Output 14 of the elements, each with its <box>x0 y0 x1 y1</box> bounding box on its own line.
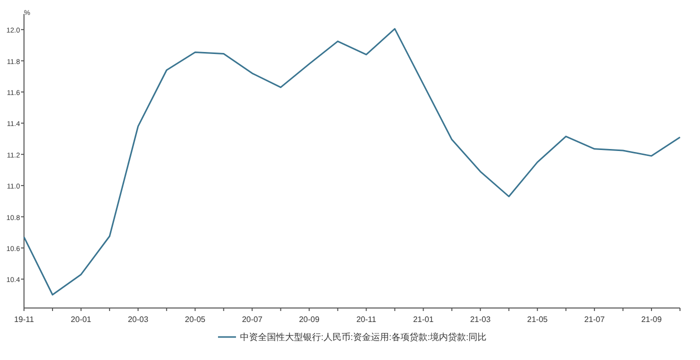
x-tick-label: 21-05 <box>527 315 548 324</box>
x-tick-label: 21-07 <box>584 315 606 324</box>
x-tick-label: 20-07 <box>242 315 263 324</box>
x-tick-label: 21-03 <box>470 315 492 324</box>
x-tick-label: 20-03 <box>128 315 149 324</box>
x-tick-label: 21-01 <box>413 315 434 324</box>
x-tick-label: 20-11 <box>356 315 377 324</box>
legend-label: 中资全国性大型银行:人民币:资金运用:各项贷款:境内贷款:同比 <box>240 332 487 342</box>
x-tick-label: 20-05 <box>184 315 206 324</box>
line-series <box>23 28 681 296</box>
x-tick-label: 21-09 <box>641 315 662 324</box>
x-tick-label: 20-09 <box>298 315 320 324</box>
x-tick-label: 19-11 <box>14 315 34 324</box>
x-tick-label: 20-01 <box>70 315 92 324</box>
